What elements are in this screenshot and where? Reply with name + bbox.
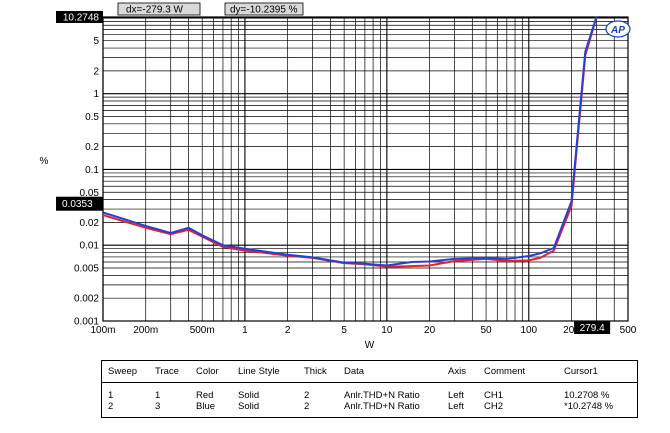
- y-tick-label: 0.005: [74, 264, 99, 275]
- y-tick-label: 2: [93, 66, 99, 77]
- x-axis-label: W: [365, 340, 375, 350]
- row2-sweep: 2: [108, 401, 114, 412]
- x-cursor-marker-label: 279.4: [580, 323, 605, 334]
- x-tick-label: 5: [341, 325, 347, 336]
- x-tick-label: 1: [242, 325, 248, 336]
- y-tick-label: 0.5: [85, 112, 99, 123]
- x-tick-labels: 100m 200m 500m 1 2 5 10 20 50 100 200 500 W: [90, 325, 636, 350]
- legend-header-row: [102, 361, 637, 383]
- series-line-red: [102, 16, 598, 268]
- row2-axis: Left: [448, 401, 464, 412]
- y-tick-label: 0.02: [80, 218, 100, 229]
- legend-header-sweep: Sweep: [108, 366, 138, 377]
- series-line-blue: [102, 16, 598, 267]
- y-tick-label: 0.01: [80, 241, 100, 252]
- dy-readout: dy=-10.2395 %: [230, 5, 298, 16]
- dy-readout-box: [224, 2, 304, 16]
- legend-header-trace: Trace: [155, 366, 179, 377]
- y-tick-label: 0.2: [85, 142, 99, 153]
- x-tick-label: 2: [285, 325, 291, 336]
- y-tick-label: 0.002: [74, 294, 99, 305]
- row1-line-style: Solid: [238, 390, 260, 401]
- x-tick-label: 200m: [133, 325, 158, 336]
- legend-header-cursor: Cursor1: [564, 366, 598, 377]
- legend-table: Sweep Trace Color Line Style Thick Data …: [101, 360, 638, 418]
- y-cursor-marker-low: [56, 196, 103, 211]
- x-tick-label: 100m: [90, 325, 115, 336]
- dx-readout: dx=-279.3 W: [126, 5, 184, 16]
- row2-thick: 2: [304, 401, 310, 412]
- row1-axis: Left: [448, 390, 464, 401]
- y-tick-label: 1: [93, 89, 99, 100]
- row2-line-style: Solid: [238, 401, 260, 412]
- x-tick-label: 50: [481, 325, 493, 336]
- row2-data: Anlr.THD+N Ratio: [344, 401, 420, 412]
- row1-trace: 1: [155, 390, 161, 401]
- y-cursor-marker-top-label: 10.2748: [63, 13, 100, 24]
- x-tick-label: 200: [563, 325, 580, 336]
- y-tick-label: 0.1: [85, 165, 99, 176]
- legend-header-color: Color: [196, 366, 219, 377]
- x-cursor-marker: [574, 321, 611, 334]
- cursor-overlay: dx=-279.3 W dy=-10.2395 % 10.2748 0.0353 279…: [56, 2, 631, 334]
- legend-header-data: Data: [344, 366, 365, 377]
- thd-chart: 100m 200m 500m 1 2 5 10 20 50 100 200 500 W 10 5 2 1 0.5…: [40, 2, 637, 350]
- y-axis-label: %: [40, 156, 49, 167]
- x-tick-label: 100: [520, 325, 537, 336]
- y-cursor-marker-low-label: 0.0353: [62, 199, 93, 210]
- x-tick-label: 10: [381, 325, 393, 336]
- x-tick-label: 20: [424, 325, 436, 336]
- legend-header-axis: Axis: [448, 366, 466, 377]
- series-lines: [102, 16, 598, 268]
- x-tick-label: 500m: [190, 325, 215, 336]
- row2-color: Blue: [196, 401, 216, 412]
- row1-thick: 2: [304, 390, 310, 401]
- row2-cursor: *10.2748 %: [564, 401, 614, 412]
- legend-header-thick: Thick: [304, 366, 327, 377]
- y-tick-labels: 105210.50.20.10.050.020.010.0050.0020.00…: [40, 13, 100, 327]
- row1-sweep: 1: [108, 390, 114, 401]
- row1-data: Anlr.THD+N Ratio: [344, 390, 420, 401]
- legend-header-comment: Comment: [484, 366, 526, 377]
- row1-cursor: 10.2708 %: [564, 390, 610, 401]
- ap-logo-text: AP: [610, 25, 625, 36]
- y-tick-label: 0.05: [80, 188, 100, 199]
- row2-comment: CH2: [484, 401, 504, 412]
- ap-logo-icon: [605, 20, 631, 38]
- dx-readout-box: [117, 2, 201, 16]
- row1-color: Red: [196, 390, 214, 401]
- y-cursor-marker-top: [56, 11, 103, 23]
- y-tick-label: 5: [93, 36, 99, 47]
- grid-lines: [102, 16, 629, 322]
- legend-header-line-style: Line Style: [238, 366, 280, 377]
- y-tick-label: 0.001: [74, 317, 99, 328]
- row2-trace: 3: [155, 401, 161, 412]
- row1-comment: CH1: [484, 390, 504, 401]
- x-tick-label: 500: [620, 325, 637, 336]
